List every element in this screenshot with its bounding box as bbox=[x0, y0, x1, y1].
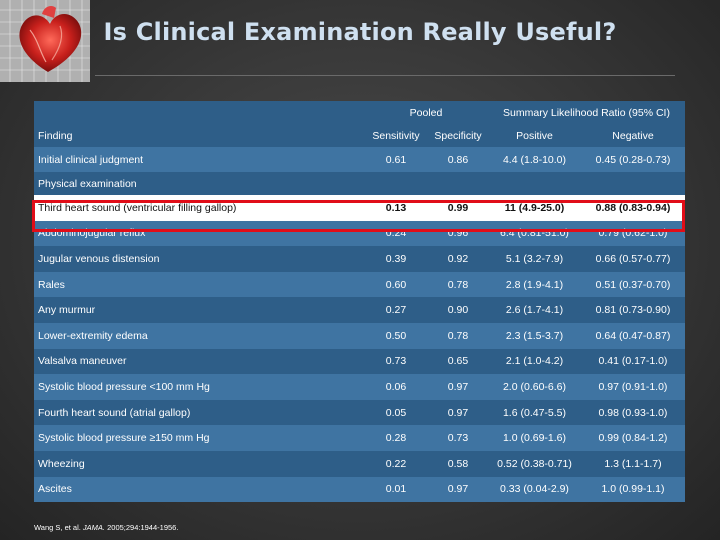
header-blank-cell bbox=[34, 101, 364, 124]
positive-lr-cell: 2.6 (1.7-4.1) bbox=[488, 297, 581, 323]
positive-lr-cell: 2.3 (1.5-3.7) bbox=[488, 322, 581, 349]
finding-cell: Ascites bbox=[34, 476, 364, 503]
table-section-row: Physical examination bbox=[34, 172, 685, 195]
negative-lr-cell: 0.66 (0.57-0.77) bbox=[581, 246, 685, 272]
heart-illustration bbox=[0, 0, 90, 82]
sensitivity-cell: 0.13 bbox=[364, 195, 428, 221]
specificity-cell: 0.97 bbox=[428, 374, 488, 400]
negative-lr-cell: 0.81 (0.73-0.90) bbox=[581, 297, 685, 323]
negative-lr-cell: 0.64 (0.47-0.87) bbox=[581, 322, 685, 349]
findings-table: Pooled Summary Likelihood Ratio (95% CI)… bbox=[34, 101, 685, 503]
specificity-cell: 0.96 bbox=[428, 220, 488, 247]
negative-lr-cell: 0.99 (0.84-1.2) bbox=[581, 425, 685, 451]
finding-cell: Jugular venous distension bbox=[34, 246, 364, 272]
table-row: Wheezing 0.22 0.58 0.52 (0.38-0.71) 1.3 (1.1… bbox=[34, 450, 685, 477]
negative-lr-cell: 0.88 (0.83-0.94) bbox=[581, 195, 685, 221]
slide-title: Is Clinical Examination Really Useful? bbox=[103, 18, 617, 46]
positive-column-header: Positive bbox=[488, 124, 581, 147]
specificity-cell: 0.78 bbox=[428, 271, 488, 298]
positive-lr-cell: 2.1 (1.0-4.2) bbox=[488, 348, 581, 375]
specificity-cell: 0.65 bbox=[428, 348, 488, 375]
negative-lr-cell: 0.98 (0.93-1.0) bbox=[581, 399, 685, 426]
positive-lr-cell: 4.4 (1.8-10.0) bbox=[488, 147, 581, 172]
sensitivity-column-header: Sensitivity bbox=[364, 124, 428, 147]
citation-authors: Wang S, et al. bbox=[34, 523, 83, 532]
finding-cell: Abdominojugular reflux bbox=[34, 220, 364, 247]
sensitivity-cell: 0.27 bbox=[364, 297, 428, 323]
citation: Wang S, et al. JAMA. 2005;294:1944-1956. bbox=[34, 523, 178, 532]
sensitivity-cell: 0.50 bbox=[364, 322, 428, 349]
negative-lr-cell: 0.41 (0.17-1.0) bbox=[581, 348, 685, 375]
finding-cell: Lower-extremity edema bbox=[34, 322, 364, 349]
section-label: Physical examination bbox=[34, 172, 685, 195]
finding-cell: Third heart sound (ventricular filling g… bbox=[34, 195, 364, 221]
negative-lr-cell: 0.97 (0.91-1.0) bbox=[581, 374, 685, 400]
specificity-cell: 0.58 bbox=[428, 450, 488, 477]
table-row: Lower-extremity edema 0.50 0.78 2.3 (1.5-3.… bbox=[34, 322, 685, 349]
specificity-cell: 0.99 bbox=[428, 195, 488, 221]
table-row: Systolic blood pressure ≥150 mm Hg 0.28 0.… bbox=[34, 425, 685, 451]
positive-lr-cell: 5.1 (3.2-7.9) bbox=[488, 246, 581, 272]
finding-cell: Systolic blood pressure ≥150 mm Hg bbox=[34, 425, 364, 451]
sensitivity-cell: 0.39 bbox=[364, 246, 428, 272]
table-row-initial-judgment: Initial clinical judgment 0.61 0.86 4.4 … bbox=[34, 147, 685, 172]
specificity-cell: 0.90 bbox=[428, 297, 488, 323]
table-row: Abdominojugular reflux 0.24 0.96 6.4 (0.81-… bbox=[34, 220, 685, 247]
sensitivity-cell: 0.01 bbox=[364, 476, 428, 503]
negative-lr-cell: 0.51 (0.37-0.70) bbox=[581, 271, 685, 298]
negative-column-header: Negative bbox=[581, 124, 685, 147]
table-row: Ascites 0.01 0.97 0.33 (0.04-2.9) 1.0 (0.99-… bbox=[34, 476, 685, 503]
positive-lr-cell: 0.52 (0.38-0.71) bbox=[488, 450, 581, 477]
sensitivity-cell: 0.28 bbox=[364, 425, 428, 451]
positive-lr-cell: 0.33 (0.04-2.9) bbox=[488, 476, 581, 503]
finding-cell: Fourth heart sound (atrial gallop) bbox=[34, 399, 364, 426]
finding-column-header: Finding bbox=[34, 124, 364, 147]
citation-journal: JAMA. bbox=[82, 523, 106, 532]
table-row: Valsalva maneuver 0.73 0.65 2.1 (1.0-4.2) 0.… bbox=[34, 348, 685, 375]
negative-lr-cell: 1.3 (1.1-1.7) bbox=[581, 450, 685, 477]
table-row: Third heart sound (ventricular filling g… bbox=[34, 195, 685, 221]
positive-lr-cell: 1.0 (0.69-1.6) bbox=[488, 425, 581, 451]
table-row: Fourth heart sound (atrial gallop) 0.05 0.… bbox=[34, 399, 685, 426]
finding-cell: Rales bbox=[34, 271, 364, 298]
specificity-cell: 0.97 bbox=[428, 399, 488, 426]
finding-cell: Valsalva maneuver bbox=[34, 348, 364, 375]
finding-cell: Any murmur bbox=[34, 297, 364, 323]
table-column-header-row: Finding Sensitivity Specificity Positive… bbox=[34, 124, 685, 147]
title-divider bbox=[95, 75, 675, 76]
positive-lr-cell: 1.6 (0.47-5.5) bbox=[488, 399, 581, 426]
table-row: Any murmur 0.27 0.90 2.6 (1.7-4.1) 0.81 (0.7… bbox=[34, 297, 685, 323]
likelihood-ratio-group-header: Summary Likelihood Ratio (95% CI) bbox=[488, 101, 685, 124]
sensitivity-cell: 0.24 bbox=[364, 220, 428, 247]
pooled-group-header: Pooled bbox=[364, 101, 488, 124]
specificity-cell: 0.73 bbox=[428, 425, 488, 451]
table-group-header-row: Pooled Summary Likelihood Ratio (95% CI) bbox=[34, 101, 685, 124]
sensitivity-cell: 0.06 bbox=[364, 374, 428, 400]
citation-details: 2005;294:1944-1956. bbox=[105, 523, 179, 532]
table-row: Rales 0.60 0.78 2.8 (1.9-4.1) 0.51 (0.37-0.7… bbox=[34, 271, 685, 298]
finding-cell: Systolic blood pressure <100 mm Hg bbox=[34, 374, 364, 400]
positive-lr-cell: 11 (4.9-25.0) bbox=[488, 195, 581, 221]
table-row: Jugular venous distension 0.39 0.92 5.1 (3.… bbox=[34, 246, 685, 272]
sensitivity-cell: 0.60 bbox=[364, 271, 428, 298]
table-row: Systolic blood pressure <100 mm Hg 0.06 0.… bbox=[34, 374, 685, 400]
specificity-column-header: Specificity bbox=[428, 124, 488, 147]
finding-cell: Initial clinical judgment bbox=[34, 147, 364, 172]
sensitivity-cell: 0.61 bbox=[364, 147, 428, 172]
specificity-cell: 0.86 bbox=[428, 147, 488, 172]
sensitivity-cell: 0.22 bbox=[364, 450, 428, 477]
sensitivity-cell: 0.73 bbox=[364, 348, 428, 375]
specificity-cell: 0.78 bbox=[428, 322, 488, 349]
finding-cell: Wheezing bbox=[34, 450, 364, 477]
specificity-cell: 0.97 bbox=[428, 476, 488, 503]
specificity-cell: 0.92 bbox=[428, 246, 488, 272]
sensitivity-cell: 0.05 bbox=[364, 399, 428, 426]
negative-lr-cell: 0.79 (0.62-1.0) bbox=[581, 220, 685, 247]
positive-lr-cell: 2.0 (0.60-6.6) bbox=[488, 374, 581, 400]
positive-lr-cell: 2.8 (1.9-4.1) bbox=[488, 271, 581, 298]
negative-lr-cell: 0.45 (0.28-0.73) bbox=[581, 147, 685, 172]
negative-lr-cell: 1.0 (0.99-1.1) bbox=[581, 476, 685, 503]
positive-lr-cell: 6.4 (0.81-51.0) bbox=[488, 220, 581, 247]
